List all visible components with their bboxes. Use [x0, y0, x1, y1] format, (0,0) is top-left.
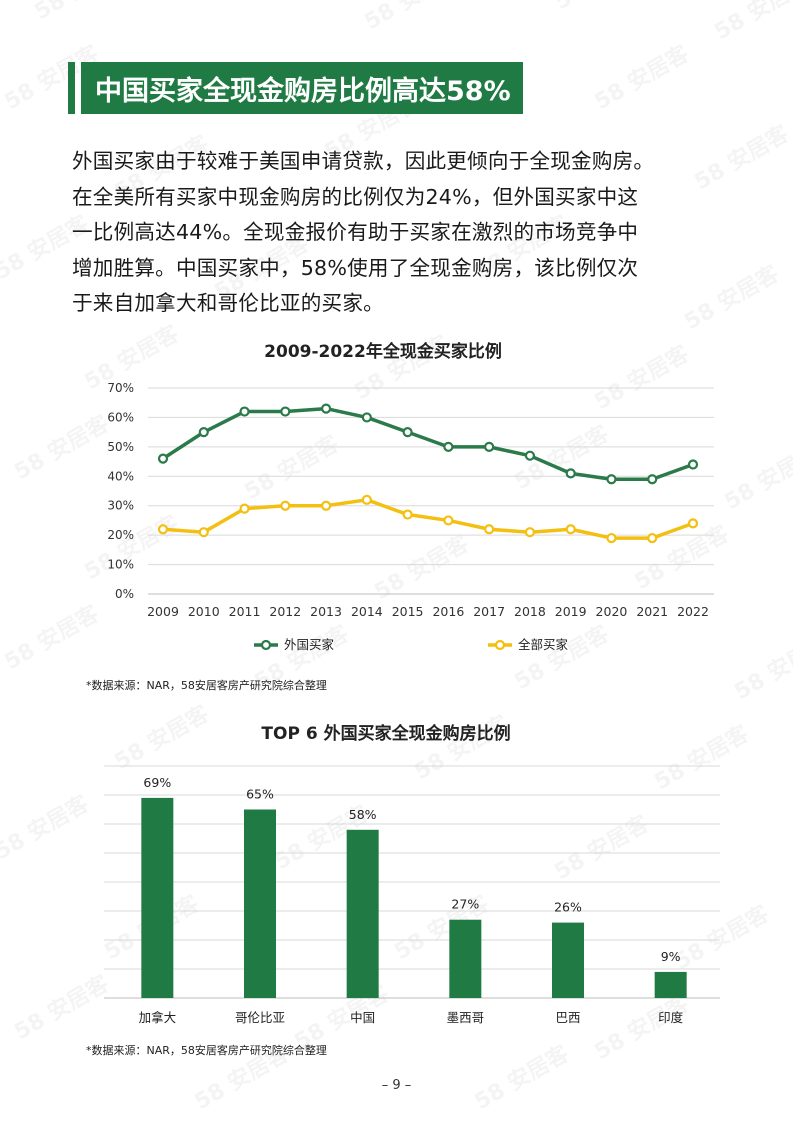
bar-value-label: 9%: [661, 949, 681, 964]
data-point: [647, 474, 658, 485]
data-point: [320, 500, 332, 511]
bar: [141, 797, 174, 998]
y-tick-label: 0%: [115, 587, 134, 601]
bar-value-label: 69%: [143, 775, 171, 790]
bar: [449, 919, 482, 998]
data-point: [239, 503, 250, 514]
data-point: [198, 527, 209, 538]
watermark-text: 58 安居客: [30, 0, 134, 25]
category-label: 加拿大: [139, 1010, 177, 1025]
data-point: [402, 427, 413, 438]
bar-value-label: 65%: [246, 787, 274, 802]
x-tick-label: 2019: [555, 604, 587, 619]
data-point: [361, 412, 372, 423]
page-number: – 9 –: [381, 1078, 412, 1093]
data-point: [402, 509, 413, 520]
legend-swatch-marker: [260, 639, 272, 651]
bar: [346, 829, 379, 998]
data-point: [687, 459, 699, 470]
x-tick-label: 2022: [677, 604, 709, 619]
x-tick-label: 2015: [392, 604, 424, 619]
watermark-text: 58 安居客: [190, 0, 294, 5]
legend-label: 全部买家: [518, 637, 569, 652]
data-point: [524, 450, 536, 461]
x-tick-label: 2010: [188, 604, 220, 619]
bar: [552, 922, 584, 998]
bar: [244, 809, 276, 998]
intro-line: 于来自加拿大和哥伦比亚的买家。: [72, 291, 384, 315]
data-point: [361, 494, 372, 505]
y-tick-label: 70%: [107, 381, 134, 395]
chart-title: TOP 6 外国买家全现金购房比例: [261, 723, 510, 744]
x-tick-label: 2013: [310, 604, 342, 619]
y-tick-label: 10%: [107, 558, 134, 572]
bar-value-label: 26%: [554, 900, 582, 915]
data-point: [687, 518, 699, 529]
data-point: [647, 532, 658, 544]
title-accent-stripe: [68, 62, 75, 114]
section-title-bar: 中国买家全现金购房比例高达58%: [68, 62, 523, 114]
series-line: [161, 498, 695, 540]
category-label: 印度: [658, 1010, 684, 1025]
section-title: 中国买家全现金购房比例高达58%: [81, 62, 523, 114]
x-tick-label: 2020: [596, 604, 628, 619]
chart-source-note: *数据来源：NAR，58安居客房产研究院综合整理: [86, 679, 327, 692]
chart-title: 2009-2022年全现金买家比例: [264, 341, 502, 362]
data-point: [484, 441, 495, 452]
bar-value-label: 27%: [451, 897, 479, 912]
y-tick-label: 40%: [107, 469, 134, 483]
data-point: [443, 515, 454, 526]
x-tick-label: 2016: [432, 604, 464, 619]
x-tick-label: 2011: [229, 604, 261, 619]
intro-line: 增加胜算。中国买家中，58%使用了全现金购房，该比例仅次: [72, 255, 639, 280]
category-label: 哥伦比亚: [235, 1010, 285, 1025]
bar: [654, 971, 687, 998]
watermark-text: 58 安居客: [360, 0, 464, 35]
data-point: [239, 406, 250, 417]
data-point: [565, 524, 576, 535]
y-tick-label: 50%: [107, 440, 134, 454]
watermark-text: 58 安居客: [710, 0, 793, 45]
intro-line: 在全美所有买家中现金购房的比例仅为24%，但外国买家中这: [72, 184, 639, 209]
intro-paragraph: 外国买家由于较难于美国申请贷款，因此更倾向于全现金购房。 在全美所有买家中现金购…: [72, 144, 732, 322]
data-point: [280, 500, 291, 511]
legend-swatch-marker: [494, 639, 506, 651]
data-point: [606, 474, 617, 485]
series-line: [161, 406, 695, 481]
x-tick-label: 2014: [351, 604, 383, 619]
data-point: [524, 527, 536, 538]
watermark-text: 58 安居客: [590, 40, 694, 115]
y-tick-label: 20%: [107, 528, 134, 542]
data-point: [484, 524, 495, 535]
x-tick-label: 2018: [514, 604, 546, 619]
intro-line: 一比例高达44%。全现金报价有助于买家在激烈的市场竞争中: [72, 220, 639, 244]
legend-label: 外国买家: [284, 637, 335, 652]
data-point: [198, 427, 209, 438]
chart-source-note: *数据来源：NAR，58安居客房产研究院综合整理: [86, 1044, 327, 1057]
category-label: 中国: [350, 1010, 375, 1025]
bar-value-label: 58%: [349, 807, 377, 822]
x-tick-label: 2017: [473, 604, 505, 619]
data-point: [157, 453, 169, 464]
x-tick-label: 2021: [636, 604, 668, 619]
line-chart: 2009-2022年全现金买家比例 70% 60% 50% 40% 30% 20% 10% 0…: [107, 341, 714, 652]
category-label: 墨西哥: [447, 1010, 485, 1025]
data-point: [443, 441, 454, 452]
data-point: [320, 403, 332, 414]
bar-chart: TOP 6 外国买家全现金购房比例 69% 加拿大 65% 哥伦比亚 58% 中国 27% 墨…: [104, 723, 720, 1025]
data-point: [157, 524, 169, 535]
x-tick-label: 2009: [147, 604, 179, 619]
watermark-text: 58 安居客: [550, 0, 654, 15]
data-point: [606, 532, 617, 544]
x-tick-label: 2012: [269, 604, 301, 619]
y-tick-label: 30%: [107, 499, 134, 513]
data-point: [565, 468, 576, 479]
data-point: [280, 406, 291, 417]
y-tick-label: 60%: [107, 410, 134, 424]
intro-line: 外国买家由于较难于美国申请贷款，因此更倾向于全现金购房。: [72, 149, 655, 173]
category-label: 巴西: [555, 1010, 580, 1025]
